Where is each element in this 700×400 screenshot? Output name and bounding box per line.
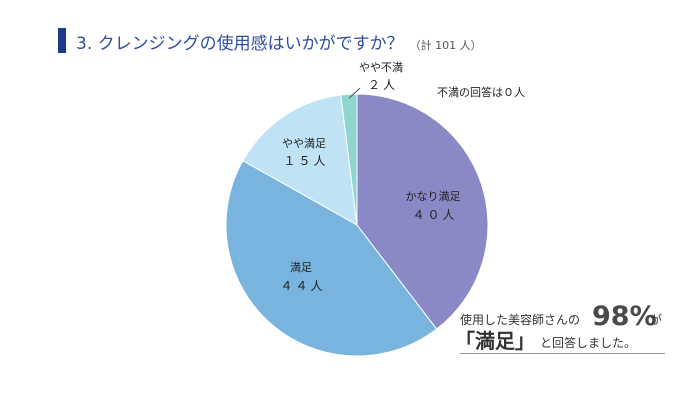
slice-label-3: やや不満	[359, 61, 403, 74]
slice-label-1: 満足	[290, 261, 312, 274]
slice-value-3: ２人	[368, 78, 398, 92]
title-accent-bar	[58, 28, 66, 53]
dissatisfied-note: 不満の回答は０人	[437, 86, 525, 99]
leader-line	[348, 87, 361, 99]
summary-highlight: 「満足」	[455, 329, 535, 353]
pie-slice-0	[356, 93, 489, 330]
page-title: 3. クレンジングの使用感はいかがですか？ （計 101 人）	[76, 29, 482, 54]
summary-percent: 98%	[592, 301, 657, 332]
pie-slice-3	[340, 93, 358, 226]
slice-label-0: かなり満足	[406, 190, 461, 203]
title-note: （計 101 人）	[409, 39, 482, 52]
pie-slice-1	[225, 159, 438, 357]
slice-value-0: ４０人	[412, 208, 457, 222]
summary-suffix: と回答しました。	[540, 336, 637, 350]
summary-prefix: 使用した美容師さんの	[460, 313, 581, 327]
slice-label-2: やや満足	[282, 137, 326, 150]
pie-slice-2	[242, 94, 358, 226]
summary-underline	[460, 353, 665, 354]
slice-value-2: １５人	[283, 154, 328, 168]
summary-ga: が	[650, 313, 663, 327]
title-text: 3. クレンジングの使用感はいかがですか？	[76, 34, 404, 54]
slice-value-1: ４４人	[280, 279, 325, 293]
